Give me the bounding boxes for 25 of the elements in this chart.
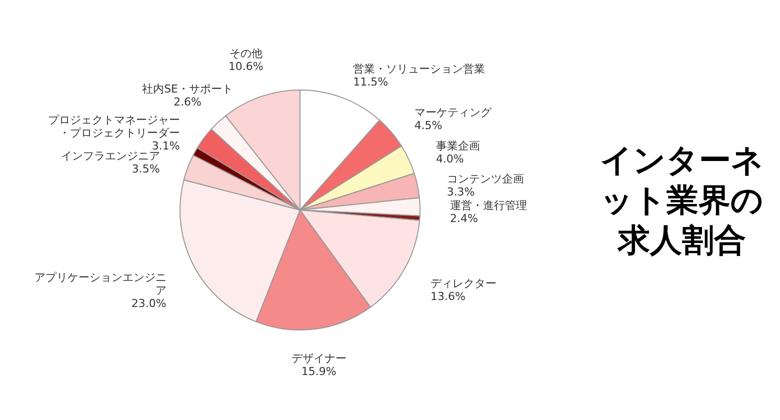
slice-label: マーケティング <box>414 106 492 119</box>
data-label: 10.6% <box>228 60 264 74</box>
data-label: 3.1% <box>152 139 180 152</box>
slice-label: プロジェクトマネージャー・プロジェクトリーダー <box>48 113 180 140</box>
slice-label: アプリケーションエンジニア <box>34 271 166 298</box>
data-label: 4.5% <box>414 118 442 132</box>
slice-label: 社内SE・サポート <box>142 82 234 96</box>
data-label: 15.9% <box>301 364 336 378</box>
data-label: 4.0% <box>436 152 464 166</box>
data-label: 3.5% <box>132 162 160 176</box>
data-label: 23.0% <box>131 297 166 310</box>
slice-label: デザイナー <box>291 352 346 365</box>
slice-label: その他 <box>229 47 262 60</box>
data-label: 11.5% <box>353 76 388 89</box>
slice-label: 運営・進行管理 <box>450 198 527 212</box>
data-label: 2.4% <box>450 212 478 225</box>
data-label: 2.6% <box>174 95 202 108</box>
data-label: 3.3% <box>446 185 475 198</box>
text: インターネット業界の求人割合 <box>599 140 765 260</box>
slice-label: 営業・ソリューション営業 <box>353 62 486 76</box>
slice-label: インフラエンジニア <box>60 150 160 163</box>
slice-label: 事業企画 <box>436 140 480 153</box>
slice-label: ディレクター <box>430 276 497 290</box>
data-label: 13.6% <box>430 290 466 303</box>
slice-label: コンテンツ企画 <box>446 172 524 186</box>
